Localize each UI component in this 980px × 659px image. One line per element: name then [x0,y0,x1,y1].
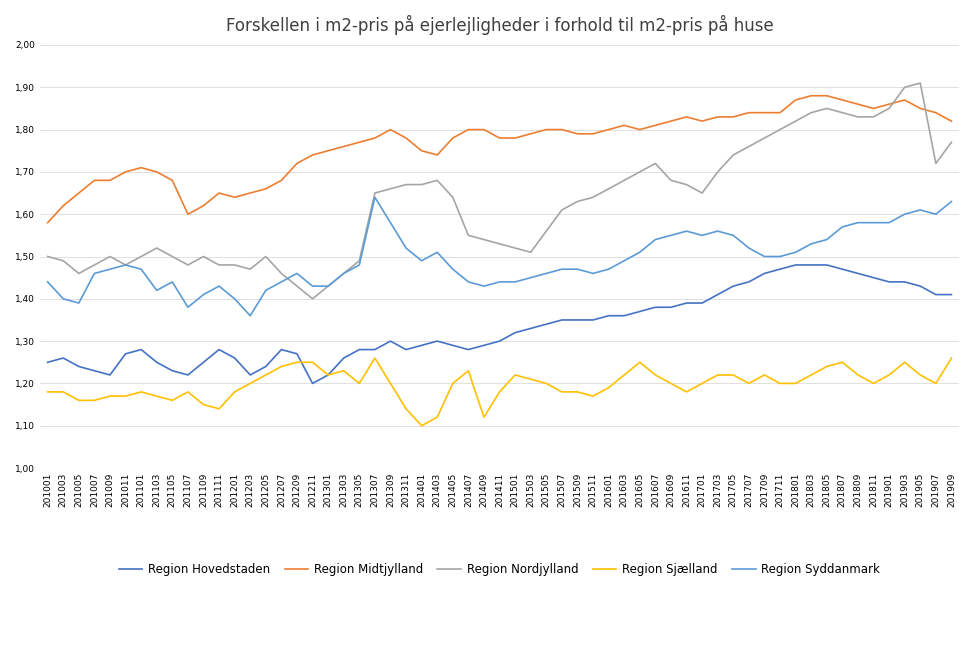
Region Nordjylland [182,261,194,269]
Region Sjælland [727,371,739,379]
Region Sjælland [416,422,427,430]
Region Hovedstaden [946,291,957,299]
Region Midtjylland [182,210,194,218]
Region Hovedstaden [307,380,318,387]
Region Sjælland [540,380,552,387]
Region Sjælland [182,388,194,396]
Region Nordjylland [946,138,957,146]
Region Nordjylland [275,270,287,277]
Line: Region Sjælland: Region Sjælland [48,358,952,426]
Line: Region Midtjylland: Region Midtjylland [48,96,952,223]
Region Syddanmark [135,265,147,273]
Region Midtjylland [696,117,708,125]
Line: Region Nordjylland: Region Nordjylland [48,83,952,299]
Region Hovedstaden [42,358,54,366]
Region Hovedstaden [73,362,84,370]
Region Hovedstaden [135,345,147,353]
Region Syddanmark [369,193,381,201]
Region Hovedstaden [711,291,723,299]
Region Sjælland [369,354,381,362]
Region Syddanmark [182,303,194,311]
Region Nordjylland [711,168,723,176]
Region Sjælland [275,362,287,370]
Region Hovedstaden [525,324,537,332]
Region Midtjylland [73,189,84,197]
Region Nordjylland [42,252,54,260]
Region Syddanmark [727,231,739,239]
Region Nordjylland [135,252,147,260]
Region Midtjylland [135,163,147,171]
Region Nordjylland [73,270,84,277]
Region Midtjylland [806,92,817,100]
Line: Region Syddanmark: Region Syddanmark [48,197,952,316]
Region Nordjylland [525,248,537,256]
Region Nordjylland [914,79,926,87]
Region Hovedstaden [275,345,287,353]
Title: Forskellen i m2-pris på ejerlejligheder i forhold til m2-pris på huse: Forskellen i m2-pris på ejerlejligheder … [225,15,773,35]
Region Sjælland [42,388,54,396]
Region Syddanmark [540,270,552,277]
Region Syddanmark [946,198,957,206]
Region Midtjylland [275,177,287,185]
Region Hovedstaden [790,261,802,269]
Legend: Region Hovedstaden, Region Midtjylland, Region Nordjylland, Region Sjælland, Reg: Region Hovedstaden, Region Midtjylland, … [114,559,885,581]
Line: Region Hovedstaden: Region Hovedstaden [48,265,952,384]
Region Syddanmark [244,312,256,320]
Region Syddanmark [42,278,54,286]
Region Sjælland [946,354,957,362]
Region Syddanmark [73,299,84,307]
Region Hovedstaden [182,371,194,379]
Region Sjælland [135,388,147,396]
Region Midtjylland [510,134,521,142]
Region Midtjylland [42,219,54,227]
Region Syddanmark [291,270,303,277]
Region Sjælland [73,397,84,405]
Region Midtjylland [946,117,957,125]
Region Nordjylland [307,295,318,302]
